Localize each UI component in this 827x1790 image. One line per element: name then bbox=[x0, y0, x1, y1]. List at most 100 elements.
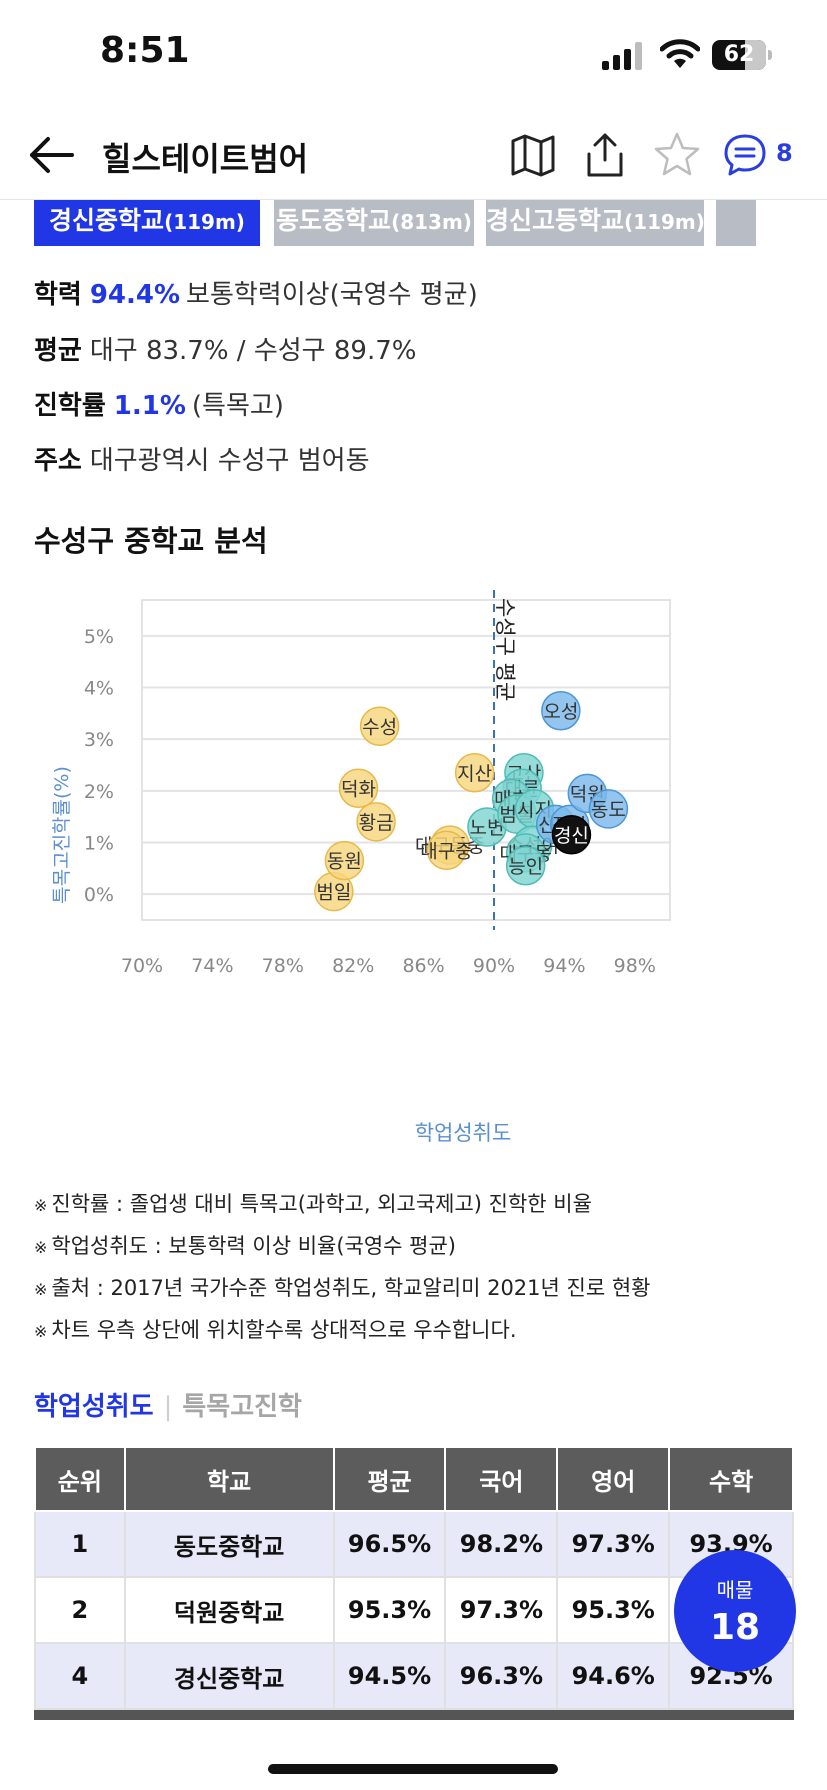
back-arrow-icon[interactable] bbox=[26, 132, 76, 178]
tab-separator: | bbox=[163, 1392, 173, 1422]
cell-school: 동도중학교 bbox=[123, 1510, 335, 1578]
data-point-label: 덕화 bbox=[341, 778, 376, 800]
cell-korean: 98.2% bbox=[444, 1510, 559, 1578]
data-point: 동원 bbox=[324, 840, 365, 881]
note-chart-hint: ※ 차트 우측 상단에 위치할수록 상대적으로 우수합니다. bbox=[34, 1318, 517, 1342]
section-title: 수성구 중학교 분석 bbox=[34, 524, 268, 558]
data-point-marker bbox=[588, 789, 629, 829]
star-icon[interactable] bbox=[652, 130, 702, 180]
school-tab-gyeongsin-middle[interactable]: 경신중학교(119m) bbox=[34, 200, 260, 246]
status-time: 8:51 bbox=[100, 30, 190, 71]
listing-label: 매물 bbox=[716, 1578, 754, 1602]
cell-average: 94.5% bbox=[332, 1642, 447, 1710]
tab-academic[interactable]: 학업성취도 bbox=[34, 1392, 154, 1422]
x-tick-label: 78% bbox=[262, 955, 304, 977]
cell-average: 96.5% bbox=[332, 1510, 447, 1578]
cellular-signal-icon bbox=[602, 42, 642, 70]
ranking-tabs: 학업성취도 | 특목고진학 bbox=[34, 1386, 302, 1423]
cell-english: 97.3% bbox=[556, 1510, 671, 1578]
info-academic: 학력 94.4% 보통학력이상(국영수 평균) bbox=[34, 280, 478, 310]
data-point: 수성 bbox=[359, 706, 400, 746]
chat-count: 8 bbox=[776, 139, 793, 167]
average-line-label: 수성구 평균 bbox=[493, 598, 517, 701]
chat-button[interactable]: 8 bbox=[720, 130, 810, 180]
data-point-marker bbox=[505, 846, 546, 886]
note-academic: ※ 학업성취도 : 보통학력 이상 비율(국영수 평균) bbox=[34, 1234, 457, 1258]
header-math: 수학 bbox=[668, 1446, 794, 1512]
data-point-marker bbox=[338, 768, 379, 808]
map-icon[interactable] bbox=[508, 130, 558, 180]
data-point-label: 지산 bbox=[457, 763, 492, 785]
tab-special-school[interactable]: 특목고진학 bbox=[182, 1392, 302, 1422]
ranking-table: 순위 학교 평균 국어 영어 수학 1 동도중학교 96.5% 98.2% 97… bbox=[34, 1446, 794, 1710]
data-point-label: 노변 bbox=[469, 817, 504, 839]
data-point-marker bbox=[454, 753, 495, 793]
data-point-marker bbox=[356, 802, 396, 842]
cell-school: 덕원중학교 bbox=[123, 1576, 335, 1644]
y-tick-label: 2% bbox=[84, 781, 114, 803]
data-point-label: 오성 bbox=[543, 701, 578, 723]
home-indicator bbox=[268, 1764, 558, 1774]
x-tick-label: 70% bbox=[121, 955, 163, 977]
data-point: 덕화 bbox=[338, 768, 379, 808]
wifi-icon bbox=[660, 39, 700, 68]
header-korean: 국어 bbox=[444, 1446, 559, 1512]
y-tick-label: 4% bbox=[84, 678, 114, 700]
nav-bar: 힐스테이트범어 8 bbox=[0, 110, 827, 200]
data-point: 황금 bbox=[356, 802, 396, 842]
data-point: 경신 bbox=[551, 815, 592, 855]
cell-korean: 96.3% bbox=[444, 1642, 559, 1710]
header-english: 영어 bbox=[556, 1446, 671, 1512]
x-tick-label: 82% bbox=[332, 955, 374, 977]
header-rank: 순위 bbox=[34, 1446, 126, 1512]
school-tab-more[interactable] bbox=[716, 200, 756, 246]
battery-level: 62 bbox=[723, 42, 755, 67]
y-tick-label: 5% bbox=[84, 626, 114, 648]
cell-english: 94.6% bbox=[556, 1642, 671, 1710]
table-row: 4 경신중학교 94.5% 96.3% 94.6% 92.5% bbox=[34, 1642, 794, 1710]
data-point-marker bbox=[426, 830, 467, 870]
cell-rank: 2 bbox=[34, 1576, 126, 1644]
x-tick-label: 74% bbox=[191, 955, 233, 977]
page-title: 힐스테이트범어 bbox=[102, 140, 309, 178]
y-tick-label: 3% bbox=[84, 729, 114, 751]
y-axis-label: 특목고진학률(%) bbox=[51, 766, 73, 904]
data-point-label: 범일 bbox=[316, 882, 351, 904]
data-point: 지산 bbox=[454, 753, 495, 793]
x-tick-label: 94% bbox=[543, 955, 585, 977]
header-average: 평균 bbox=[332, 1446, 447, 1512]
data-point-label: 대구중 bbox=[420, 840, 472, 862]
chat-icon bbox=[724, 134, 766, 176]
data-point: 범일 bbox=[314, 871, 354, 912]
data-point-label: 수성 bbox=[362, 716, 397, 738]
note-source: ※ 출처 : 2017년 국가수준 학업성취도, 학교알리미 2021년 진로 현… bbox=[34, 1276, 651, 1300]
x-tick-label: 98% bbox=[614, 955, 656, 977]
listing-count-button[interactable]: 매물 18 bbox=[674, 1550, 796, 1672]
table-header: 순위 학교 평균 국어 영어 수학 bbox=[34, 1446, 794, 1512]
data-point-label: 황금 bbox=[359, 812, 394, 834]
cell-average: 95.3% bbox=[332, 1576, 447, 1644]
school-tab-gyeongsin-high[interactable]: 경신고등학교(119m) bbox=[486, 200, 705, 246]
y-tick-label: 1% bbox=[84, 833, 114, 855]
x-tick-label: 86% bbox=[402, 955, 444, 977]
data-point-label: 동도 bbox=[591, 799, 626, 821]
listing-count: 18 bbox=[709, 1607, 761, 1648]
data-point-label: 능인 bbox=[508, 856, 543, 878]
data-point-marker bbox=[324, 840, 365, 881]
cell-rank: 4 bbox=[34, 1642, 126, 1710]
data-point-label: 경신 bbox=[554, 825, 589, 847]
info-average: 평균 대구 83.7% / 수성구 89.7% bbox=[34, 336, 417, 366]
data-point-label: 동원 bbox=[327, 851, 362, 873]
school-tabs: 경신중학교(119m) 동도중학교(813m) 경신고등학교(119m) bbox=[34, 200, 827, 246]
data-point-marker bbox=[359, 706, 400, 746]
data-point-marker bbox=[541, 691, 581, 731]
table-row: 1 동도중학교 96.5% 98.2% 97.3% 93.9% bbox=[34, 1510, 794, 1578]
y-tick-label: 0% bbox=[84, 884, 114, 906]
info-address: 주소 대구광역시 수성구 범어동 bbox=[34, 446, 370, 476]
school-tab-dongdo-middle[interactable]: 동도중학교(813m) bbox=[274, 200, 474, 246]
share-icon[interactable] bbox=[580, 130, 630, 180]
note-advancement: ※ 진학률 : 졸업생 대비 특목고(과학고, 외고국제고) 진학한 비율 bbox=[34, 1192, 592, 1216]
cell-school: 경신중학교 bbox=[123, 1642, 335, 1710]
scatter-chart: 0% 1% 2% 3% 4% 5% 70% 74% 78% 82% 86% 90% 94% 98% 수성구… bbox=[51, 590, 671, 1145]
data-point: 대구중 bbox=[420, 830, 473, 870]
